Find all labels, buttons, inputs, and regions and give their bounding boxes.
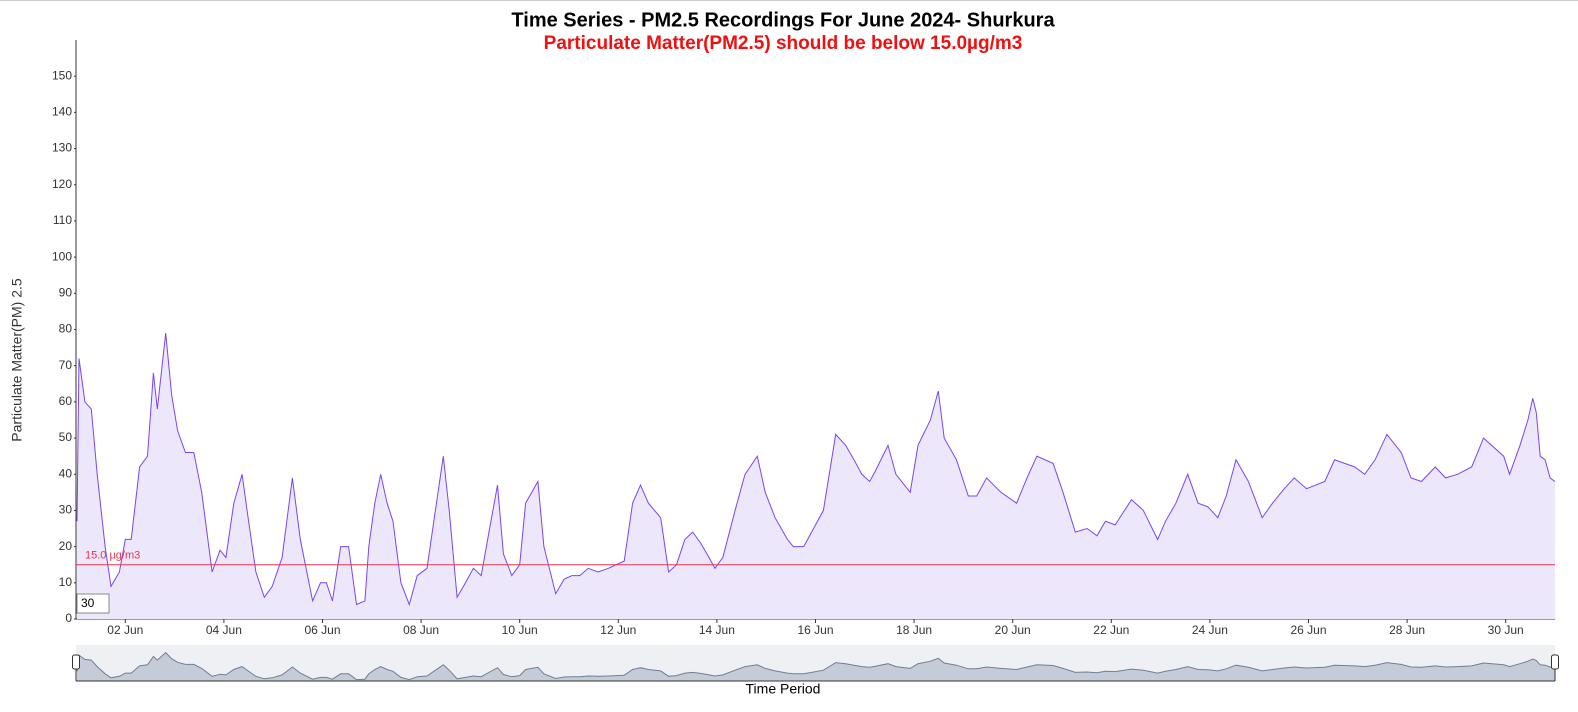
y-tick-label: 60 [59,394,73,408]
y-tick-label: 100 [52,249,72,263]
y-tick-label: 10 [59,575,73,589]
x-tick-label: 06 Jun [304,623,340,637]
x-tick-label: 20 Jun [995,623,1031,637]
y-tick-label: 20 [59,539,73,553]
threshold-label: 15.0 µg/m3 [85,550,140,562]
x-tick-label: 22 Jun [1093,623,1129,637]
y-tick-label: 70 [59,358,73,372]
zoom-input-text: 30 [81,596,95,610]
y-tick-label: 80 [59,322,73,336]
y-tick-label: 50 [59,430,73,444]
x-tick-label: 10 Jun [502,623,538,637]
x-tick-label: 24 Jun [1192,623,1228,637]
series-line [76,333,1556,607]
y-tick-label: 140 [52,105,72,119]
y-tick-label: 0 [65,611,72,625]
y-tick-label: 30 [59,503,73,517]
series-fill [76,333,1556,619]
y-tick-label: 40 [59,466,73,480]
zoom-input[interactable] [76,593,110,614]
x-tick-label: 04 Jun [206,623,242,637]
navigator-line [76,651,1556,681]
y-tick-label: 130 [52,141,72,155]
x-tick-label: 14 Jun [699,623,735,637]
x-tick-label: 12 Jun [600,623,636,637]
y-tick-label: 90 [59,285,73,299]
y-tick-label: 120 [52,177,72,191]
y-axis-label: Particulate Matter(PM) 2.5 [9,278,25,442]
chart-title: Time Series - PM2.5 Recordings For June … [511,9,1055,31]
x-tick-label: 02 Jun [107,623,143,637]
x-tick-label: 18 Jun [896,623,932,637]
x-tick-label: 08 Jun [403,623,439,637]
navigator-handle[interactable] [72,654,80,670]
x-axis-label: Time Period [746,681,821,697]
x-tick-label: 16 Jun [797,623,833,637]
y-tick-label: 150 [52,68,72,82]
x-tick-label: 30 Jun [1488,623,1524,637]
y-tick-label: 110 [53,213,72,227]
x-tick-label: 26 Jun [1290,623,1326,637]
navigator-fill [76,652,1556,681]
navigator-handle[interactable] [1551,654,1559,670]
x-tick-label: 28 Jun [1389,623,1425,637]
chart-subtitle: Particulate Matter(PM2.5) should be belo… [544,33,1023,54]
